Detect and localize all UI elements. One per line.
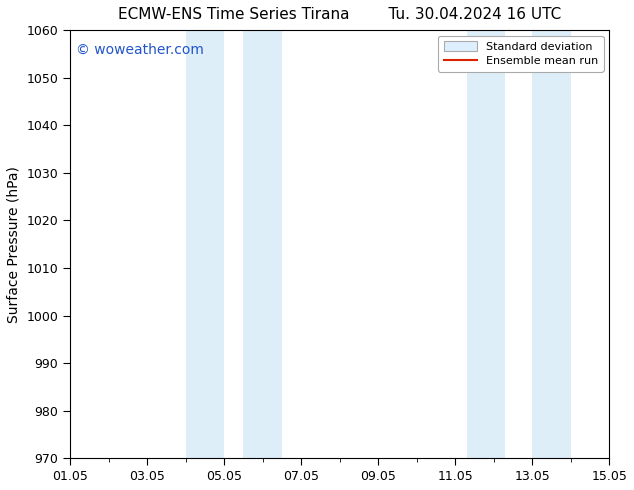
Text: © woweather.com: © woweather.com [75, 43, 204, 57]
Bar [186, 30, 224, 458]
Bar [532, 30, 571, 458]
Y-axis label: Surface Pressure (hPa): Surface Pressure (hPa) [7, 166, 21, 322]
Legend: Standard deviation, Ensemble mean run: Standard deviation, Ensemble mean run [438, 36, 604, 72]
Bar [243, 30, 282, 458]
Bar [467, 30, 505, 458]
Title: ECMW-ENS Time Series Tirana        Tu. 30.04.2024 16 UTC: ECMW-ENS Time Series Tirana Tu. 30.04.20… [118, 7, 561, 22]
